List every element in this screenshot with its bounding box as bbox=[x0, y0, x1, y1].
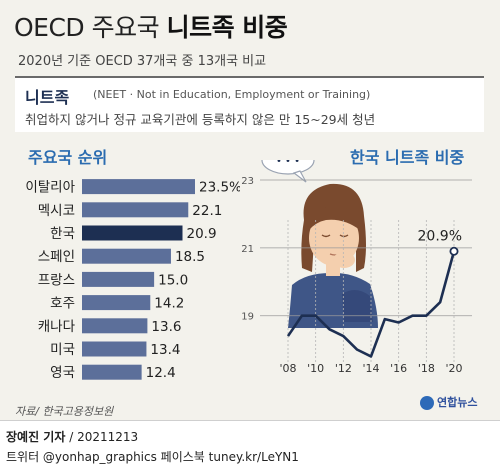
bar-value-label: 13.6 bbox=[151, 319, 181, 335]
bar-category-label: 이탈리아 bbox=[25, 180, 75, 196]
definition-description: 취업하지 않거나 정규 교육기관에 등록하지 않은 만 15~29세 청년 bbox=[25, 112, 376, 127]
definition-english: (NEET · Not in Education, Employment or … bbox=[93, 88, 371, 101]
title-plain: OECD 주요국 bbox=[14, 13, 167, 42]
page-title: OECD 주요국 니트족 비중 bbox=[14, 8, 288, 44]
bar bbox=[82, 179, 195, 195]
logo-text: 연합뉴스 bbox=[437, 396, 478, 409]
footer: 장예진 기자 / 20211213 트위터 @yonhap_graphics 페… bbox=[0, 420, 500, 470]
line-series bbox=[286, 250, 456, 358]
bar bbox=[82, 341, 147, 357]
bar-category-label: 영국 bbox=[50, 365, 75, 381]
x-tick-label: '12 bbox=[335, 362, 352, 375]
x-tick-label: '14 bbox=[362, 362, 379, 375]
byline: 장예진 기자 / 20211213 bbox=[6, 428, 138, 445]
bar-value-label: 18.5 bbox=[175, 249, 205, 265]
x-tick-label: '18 bbox=[418, 362, 435, 375]
bar-value-label: 23.5% bbox=[199, 180, 240, 196]
bar-category-label: 한국 bbox=[50, 226, 75, 242]
byline-name: 장예진 기자 bbox=[6, 430, 66, 444]
bar-category-label: 멕시코 bbox=[38, 203, 75, 219]
end-value-label: 20.9% bbox=[418, 228, 462, 244]
yonhap-logo: 연합뉴스 bbox=[420, 394, 477, 410]
x-tick-label: '08 bbox=[279, 362, 296, 375]
x-tick-label: '16 bbox=[390, 362, 407, 375]
x-tick-label: '10 bbox=[307, 362, 324, 375]
bar-value-label: 22.1 bbox=[192, 203, 222, 219]
bar bbox=[82, 364, 142, 380]
y-tick-label: 21 bbox=[241, 244, 254, 255]
bar-category-label: 미국 bbox=[50, 342, 75, 358]
byline-date: / 20211213 bbox=[65, 430, 139, 444]
logo-icon bbox=[420, 396, 434, 410]
subtitle: 2020년 기준 OECD 37개국 중 13개국 비교 bbox=[18, 54, 267, 69]
y-tick-label: 23 bbox=[241, 176, 254, 187]
speech-bubble-dots: • • • bbox=[276, 160, 300, 167]
y-tick-label: 19 bbox=[241, 312, 254, 323]
x-tick-label: '20 bbox=[445, 362, 462, 375]
bar-category-label: 프랑스 bbox=[38, 272, 75, 288]
social-links: 트위터 @yonhap_graphics 페이스북 tuney.kr/LeYN1 bbox=[6, 450, 299, 464]
bar-value-label: 20.9 bbox=[186, 226, 216, 242]
bar bbox=[82, 295, 151, 311]
bar bbox=[82, 318, 148, 334]
bar-value-label: 12.4 bbox=[146, 365, 176, 381]
bar-value-label: 15.0 bbox=[158, 272, 188, 288]
bar-chart: 이탈리아 23.5% 멕시코 22.1 한국 20.9 스페인 18.5 프랑스 15.0 호주 14… bbox=[25, 179, 240, 381]
bar bbox=[82, 271, 155, 287]
bar-value-label: 14.2 bbox=[154, 296, 184, 312]
bar-category-label: 스페인 bbox=[38, 249, 75, 265]
bar-chart-title: 주요국 순위 bbox=[28, 148, 108, 167]
line-chart: • • • 19 21 23 '08 '10 '12 '14 '16 '18 '20 20.9% bbox=[241, 160, 472, 375]
speech-bubble: • • • bbox=[261, 160, 315, 183]
person-illustration bbox=[288, 183, 378, 328]
bar-category-label: 호주 bbox=[50, 296, 75, 312]
definition-box: 니트족 (NEET · Not in Education, Employment… bbox=[15, 76, 484, 132]
end-point-marker bbox=[449, 246, 459, 256]
line-chart-title: 한국 니트족 비중 bbox=[350, 148, 465, 167]
bar bbox=[82, 248, 171, 264]
definition-term: 니트족 bbox=[25, 88, 70, 107]
title-highlight: 니트족 비중 bbox=[166, 13, 288, 42]
bar-highlight bbox=[82, 225, 183, 241]
bar-category-label: 캐나다 bbox=[38, 319, 76, 335]
bar bbox=[82, 202, 189, 218]
bar-value-label: 13.4 bbox=[150, 342, 180, 358]
source-note: 자료/ 한국고용정보원 bbox=[15, 405, 114, 418]
